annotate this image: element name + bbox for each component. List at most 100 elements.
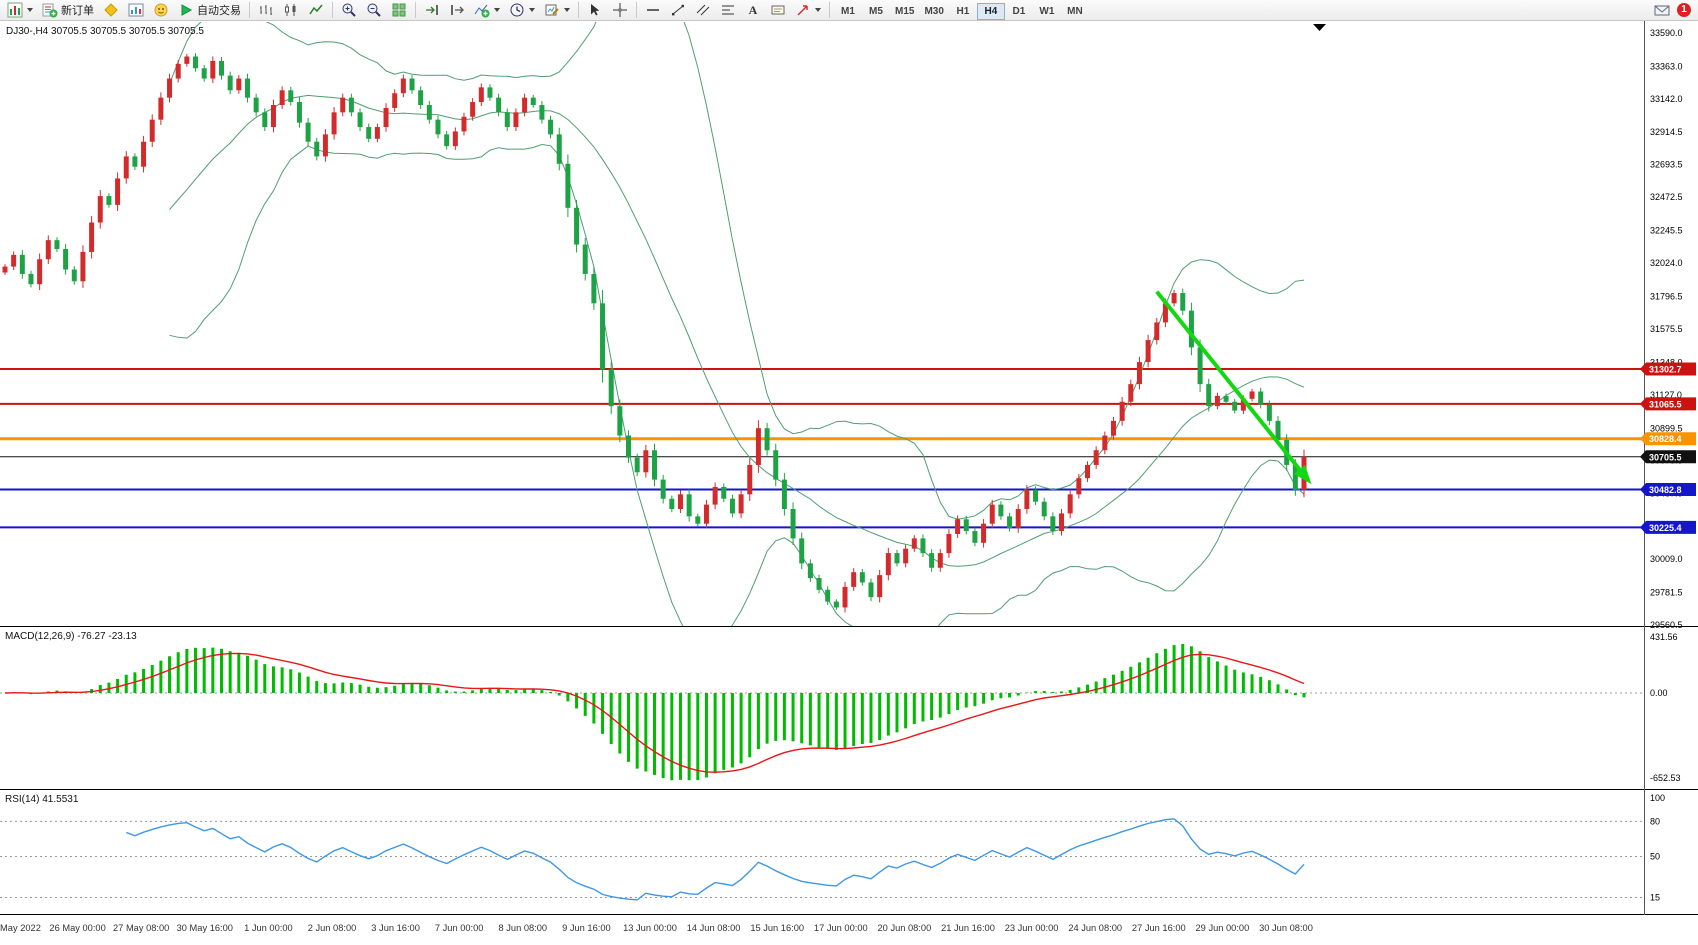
price-badge-label: 31065.5 <box>1649 399 1682 409</box>
chart-candles-button[interactable] <box>279 1 303 20</box>
candle <box>158 97 164 120</box>
candle <box>444 134 450 147</box>
cursor-button[interactable] <box>583 1 607 20</box>
timeframe-M5[interactable]: M5 <box>869 5 883 17</box>
profile-icon <box>154 3 168 17</box>
candle <box>1136 362 1142 385</box>
time-label: 23 Jun 00:00 <box>1005 923 1059 933</box>
candle <box>89 222 95 252</box>
timeframe-M30[interactable]: M30 <box>924 5 944 17</box>
candle <box>322 134 328 157</box>
templates-button[interactable] <box>540 1 574 20</box>
candle <box>1275 420 1281 440</box>
candle <box>773 450 779 480</box>
candle <box>392 93 398 108</box>
toolbar-separator <box>829 2 830 18</box>
candle <box>54 240 60 249</box>
candle <box>998 504 1004 517</box>
candle <box>686 494 692 517</box>
candle <box>877 575 883 598</box>
new-chart-button[interactable] <box>3 1 37 20</box>
candle <box>193 56 199 69</box>
candle <box>348 97 354 113</box>
auto-trading-button[interactable]: 自动交易 <box>174 1 245 20</box>
timeframe-H4[interactable]: H4 <box>976 2 1005 20</box>
candle <box>236 78 242 91</box>
fibonacci-button[interactable] <box>716 1 740 20</box>
time-label: 2 Jun 08:00 <box>308 923 357 933</box>
channel-button[interactable] <box>691 1 715 20</box>
indicators-button[interactable] <box>470 1 504 20</box>
candle <box>981 523 987 543</box>
crosshair-button[interactable] <box>608 1 632 20</box>
timeframe-M15[interactable]: M15 <box>895 5 915 17</box>
rsi-label: RSI(14) 41.5531 <box>5 794 79 805</box>
notification-badge[interactable]: 1 <box>1677 3 1691 17</box>
market-watch-button[interactable] <box>124 1 148 20</box>
rsi-tick-label: 100 <box>1650 793 1665 803</box>
fibonacci-icon <box>722 5 734 15</box>
timeframe-W1[interactable]: W1 <box>1039 5 1055 17</box>
candle <box>1180 293 1186 311</box>
candle <box>409 78 415 91</box>
candle <box>600 303 606 370</box>
scroll-end-marker-icon[interactable] <box>1313 24 1326 31</box>
chart-line-button[interactable] <box>304 1 328 20</box>
candle <box>1223 395 1229 402</box>
periods-button[interactable] <box>505 1 539 20</box>
candle <box>1206 384 1212 407</box>
timeframe-M1[interactable]: M1 <box>841 5 855 17</box>
auto-scroll-button[interactable] <box>420 1 444 20</box>
candle <box>141 141 147 167</box>
candle <box>929 553 935 568</box>
profile-button[interactable] <box>149 1 173 20</box>
text-button[interactable]: A <box>741 1 765 20</box>
candle <box>296 102 302 123</box>
candle <box>279 90 285 105</box>
candle <box>1145 340 1151 363</box>
candle <box>652 450 657 480</box>
label-button[interactable] <box>766 1 790 20</box>
candle <box>894 553 900 564</box>
candle <box>972 531 978 543</box>
tile-windows-button[interactable] <box>387 1 411 20</box>
metaeditor-button[interactable] <box>99 1 123 20</box>
new-order-button[interactable]: 新订单 <box>38 1 98 20</box>
candle <box>851 572 857 587</box>
candle <box>513 112 519 128</box>
time-label: 15 Jun 16:00 <box>750 923 804 933</box>
price-tick-label: 33590.0 <box>1650 28 1683 38</box>
chart-bars-button[interactable] <box>254 1 278 20</box>
candle <box>946 533 952 554</box>
mailbox-button[interactable] <box>1650 1 1674 20</box>
time-label: 3 Jun 16:00 <box>371 923 420 933</box>
trendline-button[interactable] <box>666 1 690 20</box>
horizontal-line-button[interactable] <box>641 1 665 20</box>
timeframe-D1[interactable]: D1 <box>1012 5 1026 17</box>
level-lines[interactable] <box>0 368 1643 529</box>
price-tick-label: 33363.0 <box>1650 61 1683 71</box>
candle <box>97 196 103 223</box>
trendline-icon <box>672 4 684 16</box>
candle <box>115 178 121 205</box>
timeframe-MN[interactable]: MN <box>1067 5 1083 17</box>
candle <box>755 428 761 465</box>
price-tick-label: 31796.5 <box>1650 291 1683 301</box>
candle <box>842 586 848 608</box>
candle <box>721 486 727 499</box>
candle <box>729 498 735 514</box>
price-badge <box>1640 432 1696 446</box>
arrows-button[interactable] <box>791 1 825 20</box>
macd-label: MACD(12,26,9) -76.27 -23.13 <box>5 631 137 642</box>
candle <box>807 563 813 579</box>
trend-arrow[interactable] <box>1155 290 1312 485</box>
candle <box>1162 303 1168 323</box>
chart-shift-button[interactable] <box>445 1 469 20</box>
toolbar-separator <box>415 2 416 18</box>
zoom-out-button[interactable] <box>362 1 386 20</box>
candle <box>816 578 822 590</box>
zoom-in-button[interactable] <box>337 1 361 20</box>
candle <box>1024 489 1030 510</box>
timeframe-H1[interactable]: H1 <box>956 5 970 17</box>
